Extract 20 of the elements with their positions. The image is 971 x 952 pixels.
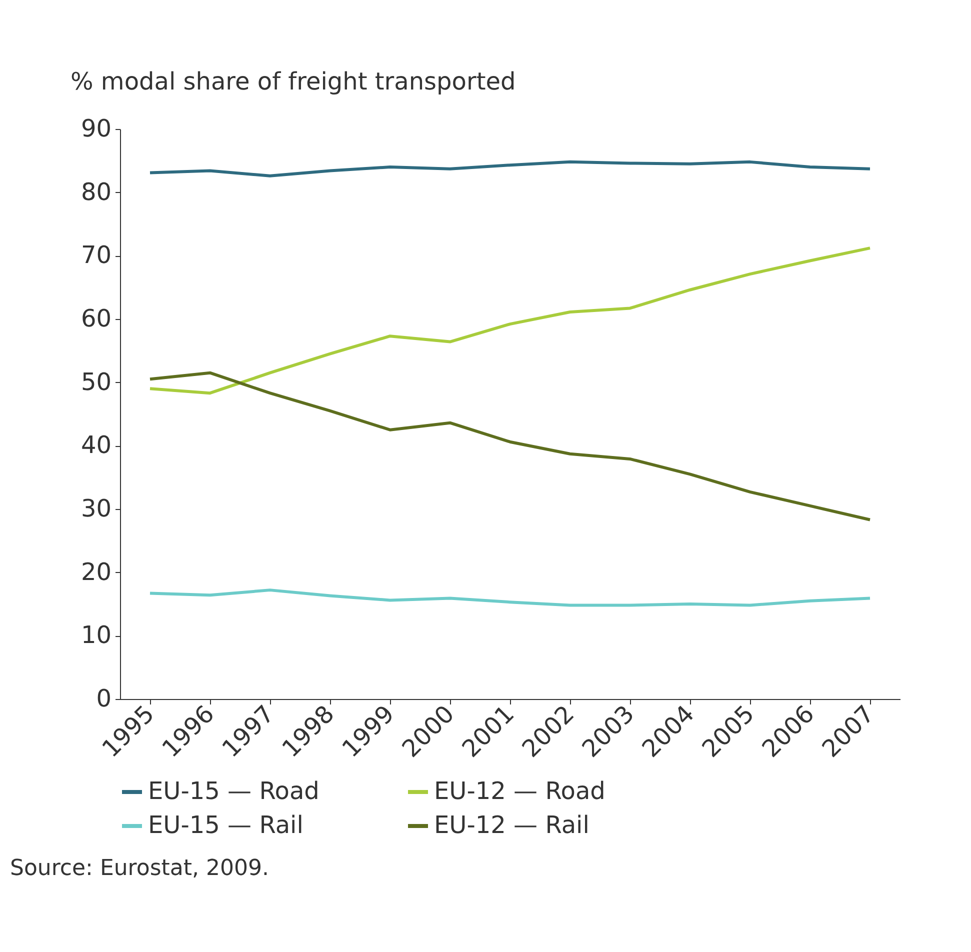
- y-tick-label: 90: [80, 114, 112, 142]
- legend-label: EU-12 — Road: [434, 777, 606, 805]
- y-tick-label: 10: [80, 621, 112, 650]
- legend-label: EU-15 — Rail: [148, 811, 304, 839]
- line-series: [148, 588, 872, 607]
- y-tick-label: 70: [80, 241, 112, 270]
- line-series: [148, 246, 872, 395]
- y-axis-title: % modal share of freight transported: [70, 68, 516, 96]
- y-tick-label: 30: [80, 494, 112, 522]
- y-tick-label: 20: [80, 558, 112, 586]
- y-tick-label: 0: [96, 684, 112, 712]
- y-tick-label: 50: [80, 368, 112, 396]
- y-tick-label: 40: [80, 431, 112, 460]
- y-tick-label: 80: [80, 178, 112, 206]
- legend-label: EU-12 — Rail: [434, 811, 590, 839]
- line-series: [148, 160, 872, 178]
- line-series: [148, 371, 872, 522]
- y-tick-label: 60: [80, 304, 112, 332]
- legend-label: EU-15 — Road: [148, 777, 320, 805]
- source-note: Source: Eurostat, 2009.: [10, 856, 269, 881]
